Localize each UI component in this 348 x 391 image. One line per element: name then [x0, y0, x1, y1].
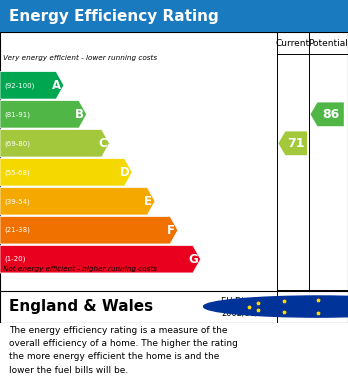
Text: (39-54): (39-54) — [4, 198, 30, 204]
Text: (69-80): (69-80) — [4, 140, 30, 147]
Circle shape — [204, 296, 348, 317]
Text: Very energy efficient - lower running costs: Very energy efficient - lower running co… — [3, 55, 158, 61]
Text: D: D — [120, 166, 129, 179]
Text: 71: 71 — [287, 137, 305, 150]
FancyBboxPatch shape — [0, 0, 348, 32]
Text: (92-100): (92-100) — [4, 82, 34, 89]
Text: E: E — [144, 195, 152, 208]
Polygon shape — [278, 131, 307, 155]
Text: Current: Current — [276, 39, 310, 48]
Text: G: G — [188, 253, 198, 266]
Text: 2002/91/EC: 2002/91/EC — [221, 308, 269, 317]
Text: Not energy efficient - higher running costs: Not energy efficient - higher running co… — [3, 266, 158, 273]
Polygon shape — [0, 159, 132, 186]
Text: (1-20): (1-20) — [4, 256, 25, 262]
Polygon shape — [0, 72, 64, 99]
Text: F: F — [167, 224, 175, 237]
Polygon shape — [0, 129, 109, 157]
Polygon shape — [0, 217, 178, 244]
Text: (55-68): (55-68) — [4, 169, 30, 176]
Text: (81-91): (81-91) — [4, 111, 30, 118]
FancyBboxPatch shape — [0, 291, 348, 323]
Text: B: B — [75, 108, 84, 121]
Polygon shape — [0, 100, 87, 128]
Text: EU Directive: EU Directive — [221, 297, 273, 306]
Polygon shape — [0, 246, 200, 273]
Polygon shape — [310, 102, 344, 126]
Text: C: C — [98, 137, 106, 150]
FancyBboxPatch shape — [0, 32, 348, 291]
Polygon shape — [0, 188, 155, 215]
Text: A: A — [52, 79, 61, 92]
Text: The energy efficiency rating is a measure of the
overall efficiency of a home. T: The energy efficiency rating is a measur… — [9, 326, 238, 375]
Text: 86: 86 — [322, 108, 339, 121]
Text: Potential: Potential — [308, 39, 348, 48]
Text: England & Wales: England & Wales — [9, 299, 153, 314]
Text: Energy Efficiency Rating: Energy Efficiency Rating — [9, 9, 219, 23]
Text: (21-38): (21-38) — [4, 227, 30, 233]
